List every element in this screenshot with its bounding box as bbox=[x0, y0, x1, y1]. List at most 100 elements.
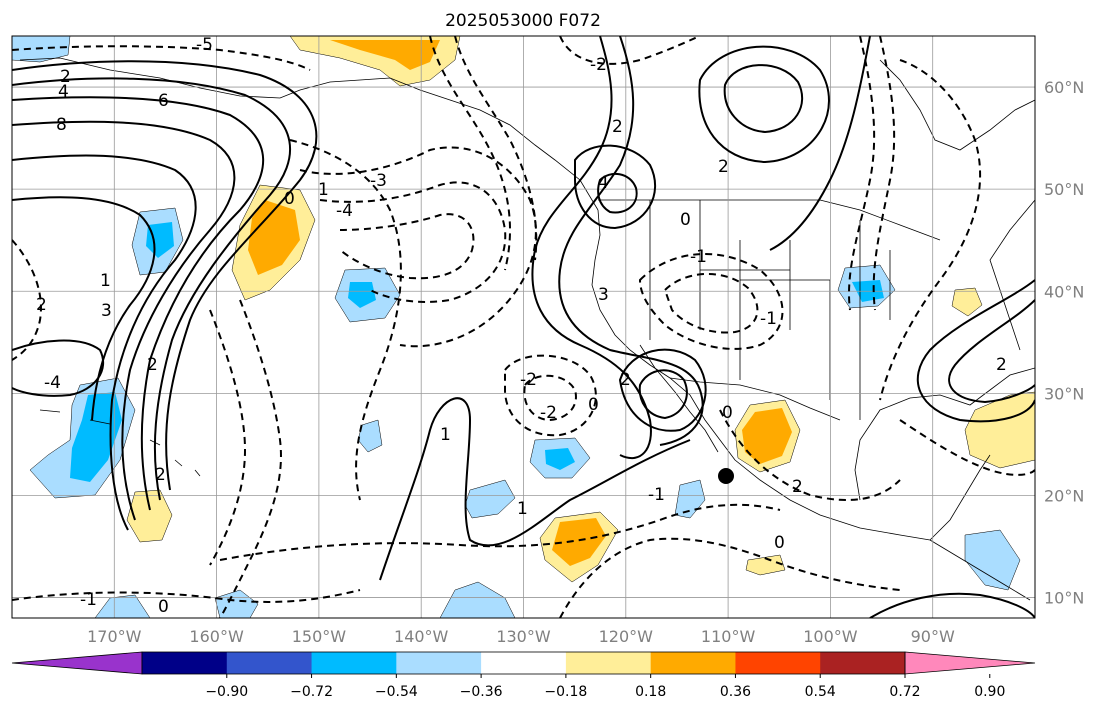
longitude-tick-label: 110°W bbox=[701, 627, 756, 646]
contour-positive-east-2 bbox=[916, 279, 1035, 423]
colorbar-tick-label: 0.90 bbox=[974, 684, 1005, 700]
coastline-central-america bbox=[929, 539, 1031, 601]
contour-positive-low-bc-inner bbox=[597, 172, 638, 214]
coastline-hudson bbox=[879, 59, 1035, 151]
contour-label: 0 bbox=[158, 597, 169, 617]
contour-label: -1 bbox=[690, 247, 707, 267]
contour-label: -4 bbox=[336, 201, 353, 221]
latitude-tick-label: 60°N bbox=[1044, 78, 1084, 97]
contour-positive-4 bbox=[12, 120, 236, 521]
map-frame: 2 4 6 8 1 0 -1 -2 -3 -4 -4 3 3 2 2 1 1 0… bbox=[11, 35, 1036, 619]
contour-negative-mexico bbox=[719, 409, 901, 501]
positive-anomaly-east-us bbox=[951, 287, 983, 317]
colorbar: −0.90 −0.72 −0.54 −0.36 −0.18 0.18 0.36 0.54 0.7… bbox=[11, 651, 1036, 700]
contour-label: 4 bbox=[598, 173, 609, 193]
contour-negative-3 bbox=[319, 181, 507, 303]
colorbar-tick-label: −0.72 bbox=[290, 684, 333, 700]
colorbar-tick-label: 0.36 bbox=[720, 684, 751, 700]
negative-anomaly-central-america bbox=[964, 529, 1021, 591]
contour-label: 1 bbox=[318, 180, 329, 200]
contour-label: 6 bbox=[158, 91, 169, 111]
contour-negative-5 bbox=[219, 299, 282, 618]
coastline-west-coast bbox=[591, 209, 931, 541]
contour-negative-north bbox=[559, 36, 701, 65]
contour-positive-low-sw-inner bbox=[638, 369, 688, 420]
contour-label: 2 bbox=[147, 355, 158, 375]
colorbar-segment bbox=[820, 652, 906, 674]
positive-anomaly-north-pacific-core bbox=[248, 200, 300, 275]
contour-negative-1 bbox=[289, 139, 402, 501]
contour-label: 4 bbox=[58, 82, 69, 102]
contour-label: -1 bbox=[80, 590, 97, 610]
contour-negative-low-center bbox=[504, 354, 597, 437]
contour-label: 1 bbox=[100, 271, 111, 291]
contour-label: 0 bbox=[680, 210, 691, 230]
shaded-anomalies bbox=[12, 36, 1035, 618]
contour-label: 2 bbox=[996, 355, 1007, 375]
contour-label: 1 bbox=[517, 499, 528, 519]
island-chain bbox=[39, 409, 111, 425]
contour-label: 2 bbox=[620, 370, 631, 390]
contour-positive-hawaii-loop bbox=[12, 339, 105, 397]
colorbar-segment bbox=[311, 652, 397, 674]
positive-anomaly-gulf-alaska-core bbox=[330, 40, 440, 70]
contour-positive-east-3 bbox=[948, 299, 1035, 404]
contour-label: -2 bbox=[590, 55, 607, 75]
longitude-axis: 170°W 160°W 150°W 140°W 130°W 120°W 110°W 100°W… bbox=[87, 627, 955, 646]
contour-label: -4 bbox=[44, 373, 61, 393]
contour-positive-low-sw bbox=[618, 348, 707, 432]
positive-anomaly-gulf-mexico bbox=[964, 391, 1035, 469]
contour-label: -2 bbox=[520, 370, 537, 390]
map-content: 2 4 6 8 1 0 -1 -2 -3 -4 -4 3 3 2 2 1 1 0… bbox=[12, 36, 1035, 618]
negative-anomaly-small-south bbox=[214, 589, 259, 618]
contour-label: -2 bbox=[540, 403, 557, 423]
colorbar-tick-label: −0.18 bbox=[544, 684, 587, 700]
contour-labels: 2 4 6 8 1 0 -1 -2 -3 -4 -4 3 3 2 2 1 1 0… bbox=[36, 36, 1007, 617]
coastline-alaska bbox=[19, 57, 599, 211]
positive-anomaly-baja-core bbox=[742, 408, 792, 464]
contour-positive-low-bc bbox=[574, 144, 656, 230]
contour-label: 1 bbox=[440, 425, 451, 445]
contour-negative-low-center-inner bbox=[523, 374, 577, 422]
longitude-tick-label: 140°W bbox=[394, 627, 449, 646]
coastline-yucatan bbox=[929, 454, 991, 541]
contour-positive-5 bbox=[12, 154, 197, 531]
colorbar-tick-label: −0.54 bbox=[375, 684, 418, 700]
negative-anomaly-mid-pacific-core bbox=[348, 282, 376, 308]
positive-anomaly-central-pacific bbox=[126, 489, 173, 543]
contour-negative-6 bbox=[209, 309, 247, 566]
contour-negative-nw-2 bbox=[12, 239, 42, 361]
coastline-baja bbox=[639, 344, 719, 453]
colorbar-tick-label: 0.72 bbox=[889, 684, 920, 700]
contour-label: 2 bbox=[718, 157, 729, 177]
contour-negative-2 bbox=[299, 146, 537, 348]
colorbar-extend-high bbox=[904, 651, 1036, 675]
contour-negative-gulf bbox=[899, 419, 1035, 476]
latitude-tick-label: 50°N bbox=[1044, 180, 1084, 199]
negative-anomaly-south-edge bbox=[439, 581, 516, 618]
contour-label: 2 bbox=[155, 465, 166, 485]
contour-negative-great-plains bbox=[638, 253, 784, 350]
colorbar-segment bbox=[650, 652, 736, 674]
contour-positive-trough bbox=[379, 397, 691, 581]
negative-anomaly-sw-edge bbox=[94, 594, 151, 618]
figure-title: 2025053000 F072 bbox=[445, 11, 601, 31]
contour-negative-nw-1 bbox=[12, 45, 311, 71]
colorbar-segment bbox=[396, 652, 482, 674]
colorbar-segment bbox=[735, 652, 821, 674]
contour-positive-ridge-2 bbox=[558, 36, 704, 446]
colorbar-segment bbox=[481, 652, 567, 674]
contour-negative-trough-west bbox=[429, 36, 511, 271]
latitude-tick-label: 40°N bbox=[1044, 282, 1084, 301]
storm-position-marker bbox=[718, 468, 734, 484]
longitude-tick-label: 90°W bbox=[911, 627, 955, 646]
contour-label: 2 bbox=[612, 117, 623, 137]
colorbar-segment bbox=[226, 652, 313, 674]
map-border bbox=[11, 35, 1036, 619]
colorbar-border bbox=[141, 651, 906, 675]
longitude-tick-label: 120°W bbox=[599, 627, 654, 646]
positive-anomaly-subtropics-core bbox=[552, 518, 606, 566]
longitude-tick-label: 160°W bbox=[189, 627, 244, 646]
contour-positive-sw-corner bbox=[869, 592, 1035, 618]
